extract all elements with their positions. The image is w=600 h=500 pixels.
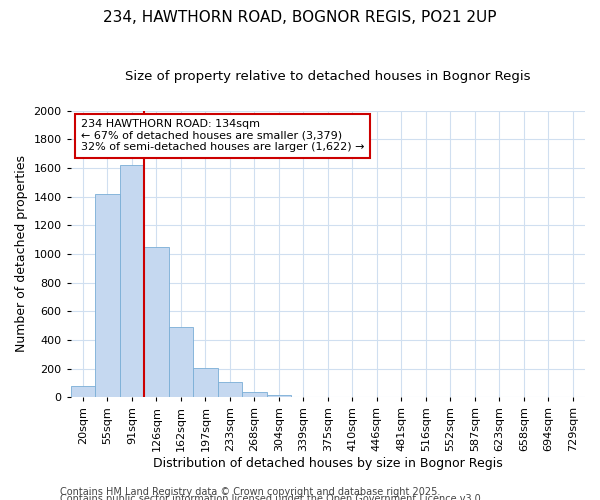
Bar xyxy=(169,327,193,398)
Text: 234 HAWTHORN ROAD: 134sqm
← 67% of detached houses are smaller (3,379)
32% of se: 234 HAWTHORN ROAD: 134sqm ← 67% of detac… xyxy=(81,119,364,152)
Bar xyxy=(218,382,242,398)
Bar xyxy=(242,392,266,398)
Bar xyxy=(144,247,169,398)
Text: Contains public sector information licensed under the Open Government Licence v3: Contains public sector information licen… xyxy=(60,494,484,500)
Bar xyxy=(95,194,119,398)
Text: Contains HM Land Registry data © Crown copyright and database right 2025.: Contains HM Land Registry data © Crown c… xyxy=(60,487,440,497)
Y-axis label: Number of detached properties: Number of detached properties xyxy=(15,156,28,352)
Bar xyxy=(266,395,291,398)
Title: Size of property relative to detached houses in Bognor Regis: Size of property relative to detached ho… xyxy=(125,70,530,83)
Bar xyxy=(71,386,95,398)
Bar xyxy=(119,165,144,398)
Text: 234, HAWTHORN ROAD, BOGNOR REGIS, PO21 2UP: 234, HAWTHORN ROAD, BOGNOR REGIS, PO21 2… xyxy=(103,10,497,25)
Bar xyxy=(193,368,218,398)
X-axis label: Distribution of detached houses by size in Bognor Regis: Distribution of detached houses by size … xyxy=(153,457,503,470)
